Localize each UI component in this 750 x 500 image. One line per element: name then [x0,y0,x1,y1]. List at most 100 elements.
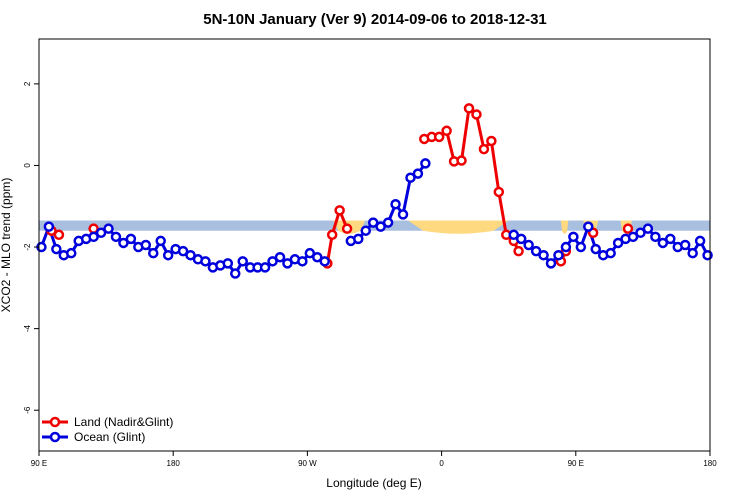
y-tick-label: 2 [23,81,32,86]
ocean-series-point [222,258,234,269]
ocean-series-point [642,223,654,234]
ocean-series-point [397,209,409,220]
ocean-series-point [125,233,137,245]
legend-item-ocean: Ocean (Glint) [42,430,145,444]
ocean-series-point [657,237,669,249]
ocean-series-point [575,241,587,253]
ocean-series-point [390,198,401,210]
ocean-series-point [118,237,129,249]
land-series-point [622,223,634,234]
x-tick-label: 90 E [31,459,47,468]
land-series-point [334,205,345,216]
ocean-series-point [103,223,114,234]
ocean-series-point [412,168,424,179]
chart-title: 5N-10N January (Ver 9) 2014-09-06 to 201… [203,11,547,28]
ocean-series-point [274,251,286,263]
ocean-series-point [162,249,174,261]
ocean-series-point [650,231,661,243]
ocean-series-point [185,249,196,261]
y-axis: -6 -4 -2 0 2 [23,81,39,414]
ocean-series-point [177,245,189,257]
land-series-point [53,229,65,241]
ocean-series-point [367,217,379,228]
x-tick-label: 180 [703,459,717,468]
land-series-point [513,245,524,257]
land-series-point [478,143,490,155]
ocean-series-point [312,251,323,263]
ocean-series-point [230,268,241,279]
ocean-series-point [508,229,519,241]
x-tick-label: 90 W [298,459,317,468]
ocean-series-point [612,237,624,249]
ocean-series-point [237,256,248,267]
legend: Land (Nadir&Glint) Ocean (Glint) [42,415,173,444]
land-series-point [341,223,353,234]
land-series-point [326,229,338,241]
plot-frame [38,38,711,452]
ocean-series-point [627,231,639,243]
y-tick-label: 0 [23,163,32,168]
ocean-series-point [43,221,55,232]
land-series-point [471,109,482,120]
ocean-series-point [267,256,278,267]
x-tick-label: 0 [439,459,444,468]
ocean-series-point [530,245,542,257]
land-series-point [441,125,452,137]
ocean-series-point [200,256,211,267]
y-tick-label: -6 [23,406,32,414]
legend-item-land: Land (Nadir&Glint) [42,415,173,429]
ocean-series-point [568,231,579,243]
ocean-series-point [553,249,564,261]
land-series-point [486,135,497,147]
ocean-series-point [51,243,62,255]
ocean-series-point [319,256,330,267]
ocean-series-point [590,243,601,255]
ocean-series-point [583,221,594,232]
ocean-series-point [538,249,549,261]
ocean-series-point [148,247,159,259]
ocean-series-point [665,233,676,245]
ocean-series-point [259,262,271,273]
land-series-point [493,186,505,198]
y-tick-label: -4 [23,325,32,333]
legend-label-land: Land (Nadir&Glint) [74,415,173,429]
ocean-series-point [515,233,527,245]
ocean-series-point [95,227,107,239]
y-axis-label: XCO2 - MLO trend (ppm) [0,178,13,313]
ocean-series-point [545,258,557,269]
ocean-series-point [687,247,698,259]
ocean-series-point [420,158,431,169]
ocean-series-point [304,247,316,259]
x-tick-label: 180 [167,459,181,468]
land-series-point [433,131,445,143]
ocean-series-point [155,235,166,247]
ocean-series-point [405,172,416,183]
land-series-point [456,155,467,166]
land-series-line [325,208,349,264]
x-tick-label: 90 E [568,459,584,468]
ocean-series-point [110,231,122,243]
band-land-patch [408,220,509,234]
land-series-point [463,103,475,114]
ocean-series-point [297,256,308,267]
ocean-series-point [694,235,706,247]
ocean-series-point [65,247,77,259]
y-tick-label: -2 [23,243,32,251]
ocean-series-point [140,239,152,251]
legend-marker-land [49,416,61,428]
legend-label-ocean: Ocean (Glint) [74,430,145,444]
ocean-series-point [282,258,293,269]
ocean-series-point [382,217,394,228]
ocean-series-point [375,221,386,232]
ocean-series-point [360,225,371,236]
ocean-series-point [679,239,691,251]
ocean-series-point [353,233,364,245]
series-layer [36,103,713,279]
ocean-series-point [88,231,99,243]
legend-marker-ocean [49,431,61,443]
x-axis: 90 E 180 90 W 0 90 E 180 [31,451,717,468]
ocean-series-point [523,239,534,251]
ocean-series-point [605,247,616,259]
ocean-series-point [635,227,646,239]
